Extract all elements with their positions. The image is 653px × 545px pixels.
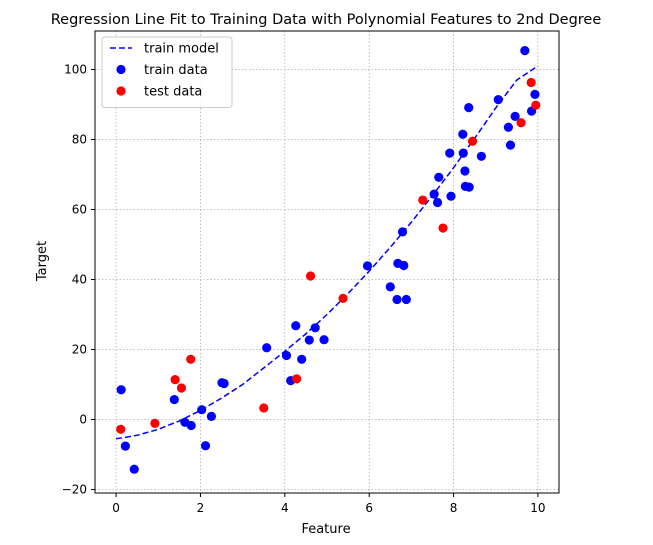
legend-label: train model xyxy=(144,42,219,57)
plot-area xyxy=(115,46,541,474)
train-data-point xyxy=(458,129,468,139)
train-data-point xyxy=(362,261,373,271)
train-model-line xyxy=(115,65,539,440)
train-data-point xyxy=(197,405,207,415)
train-data-point xyxy=(446,191,456,201)
train-data-point xyxy=(297,354,307,364)
x-tick-label: 8 xyxy=(450,501,458,515)
x-axis-label: Feature xyxy=(301,522,350,537)
train-data-point xyxy=(445,148,455,158)
y-tick-label: 20 xyxy=(72,343,87,357)
x-tick-label: 4 xyxy=(281,501,289,515)
test-data-point xyxy=(338,293,348,303)
test-data-point xyxy=(170,375,180,385)
test-data-point xyxy=(467,136,478,146)
y-axis-label: Target xyxy=(35,241,50,282)
train-data-point xyxy=(397,227,408,237)
train-data-point xyxy=(281,350,292,361)
test-data-point xyxy=(418,195,428,205)
train-data-point xyxy=(116,385,126,395)
axis-ticks: 0 2 4 6 8 10 −20 0 20 40 60 80 100 xyxy=(62,63,546,516)
train-data-point xyxy=(291,321,301,331)
train-data-point xyxy=(399,260,409,271)
train-data-point xyxy=(401,294,411,305)
y-tick-label: 0 xyxy=(79,413,87,427)
test-data-point xyxy=(186,354,196,364)
plot-frame xyxy=(94,30,560,494)
test-data-point xyxy=(531,100,541,110)
x-tick-label: 6 xyxy=(365,501,373,515)
train-data-point xyxy=(304,335,314,345)
legend-box xyxy=(101,36,233,108)
test-data-point xyxy=(438,223,448,233)
x-tick-label: 2 xyxy=(197,501,205,515)
train-data-point xyxy=(120,441,130,451)
y-tick-label: 40 xyxy=(72,273,87,287)
y-tick-label: 60 xyxy=(72,203,87,217)
train-data-point xyxy=(460,166,470,176)
train-data-point xyxy=(392,294,402,305)
x-tick-label: 10 xyxy=(530,501,545,515)
test-data-point xyxy=(292,374,302,384)
y-tick-label: 100 xyxy=(64,63,87,77)
legend-dot-marker xyxy=(116,64,126,75)
train-data-point xyxy=(262,343,272,353)
train-data-point xyxy=(503,122,513,132)
train-data-point xyxy=(219,378,229,389)
test-data-point xyxy=(176,383,187,393)
legend-label: test data xyxy=(144,85,202,100)
train-data-point xyxy=(432,197,443,208)
train-data-point xyxy=(520,46,530,56)
test-data-point xyxy=(116,424,126,434)
train-data-point xyxy=(206,411,217,421)
train-data-point xyxy=(310,323,320,333)
test-data-point xyxy=(305,271,316,281)
legend-label: train data xyxy=(144,63,208,78)
train-data-point xyxy=(458,148,468,158)
test-data-point xyxy=(259,403,269,413)
y-tick-label: −20 xyxy=(62,483,87,497)
x-tick-label: 0 xyxy=(112,501,120,515)
train-data-point xyxy=(464,182,474,192)
train-data-point xyxy=(505,140,516,150)
train-data-point xyxy=(429,189,439,199)
train-data-point xyxy=(200,441,211,451)
test-data-point xyxy=(526,77,536,88)
train-data-point xyxy=(186,420,196,431)
legend-dot-marker xyxy=(116,86,126,96)
legend: train model train data test data xyxy=(101,36,233,108)
test-data-point xyxy=(150,418,160,428)
chart-title: Regression Line Fit to Training Data wit… xyxy=(51,12,602,28)
train-data-point xyxy=(319,335,329,345)
train-data-point xyxy=(385,282,395,292)
y-tick-label: 80 xyxy=(72,133,87,147)
test-data-point xyxy=(516,118,526,128)
train-data-point xyxy=(464,103,474,113)
train-data-point xyxy=(476,151,486,161)
train-data-point xyxy=(129,464,139,474)
train-data-point xyxy=(530,89,540,99)
train-data-point xyxy=(434,172,444,182)
train-data-point xyxy=(169,394,179,405)
train-data-point xyxy=(493,95,503,105)
train-data-point xyxy=(510,111,520,121)
